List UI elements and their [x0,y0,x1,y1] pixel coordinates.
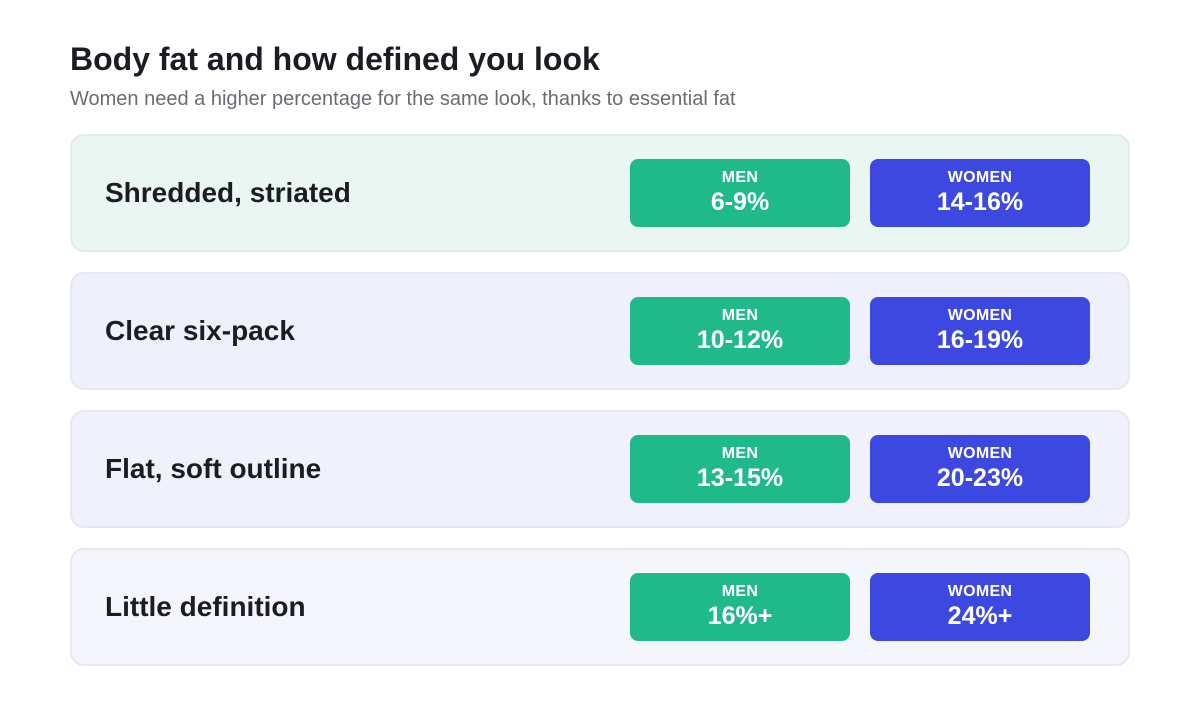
men-value: 6-9% [710,188,770,216]
men-caption: MEN [721,307,759,324]
men-badge: MEN 13-15% [630,435,850,503]
women-value: 20-23% [936,464,1024,492]
women-caption: WOMEN [947,307,1013,324]
men-value: 13-15% [696,464,784,492]
men-badge: MEN 6-9% [630,159,850,227]
women-caption: WOMEN [947,445,1013,462]
women-badge: WOMEN 24%+ [870,573,1090,641]
definition-row: Flat, soft outline MEN 13-15% WOMEN 20-2… [70,410,1130,528]
women-badge: WOMEN 14-16% [870,159,1090,227]
women-caption: WOMEN [947,583,1013,600]
page-title: Body fat and how defined you look [70,41,600,77]
men-badge: MEN 10-12% [630,297,850,365]
definition-row: Shredded, striated MEN 6-9% WOMEN 14-16% [70,134,1130,252]
definition-row: Little definition MEN 16%+ WOMEN 24%+ [70,548,1130,666]
definition-row: Clear six-pack MEN 10-12% WOMEN 16-19% [70,272,1130,390]
row-label: Little definition [105,591,306,622]
men-caption: MEN [721,169,759,186]
women-badge: WOMEN 16-19% [870,297,1090,365]
women-value: 24%+ [947,602,1013,630]
women-caption: WOMEN [947,169,1013,186]
women-badge: WOMEN 20-23% [870,435,1090,503]
definition-list: Shredded, striated MEN 6-9% WOMEN 14-16%… [70,134,1130,666]
men-value: 10-12% [696,326,784,354]
women-value: 16-19% [936,326,1024,354]
men-caption: MEN [721,583,759,600]
men-badge: MEN 16%+ [630,573,850,641]
women-value: 14-16% [936,188,1024,216]
men-caption: MEN [721,445,759,462]
row-label: Flat, soft outline [105,453,322,484]
men-value: 16%+ [707,602,773,630]
row-label: Shredded, striated [105,177,351,208]
row-label: Clear six-pack [105,315,295,346]
page-subtitle: Women need a higher percentage for the s… [70,88,736,110]
